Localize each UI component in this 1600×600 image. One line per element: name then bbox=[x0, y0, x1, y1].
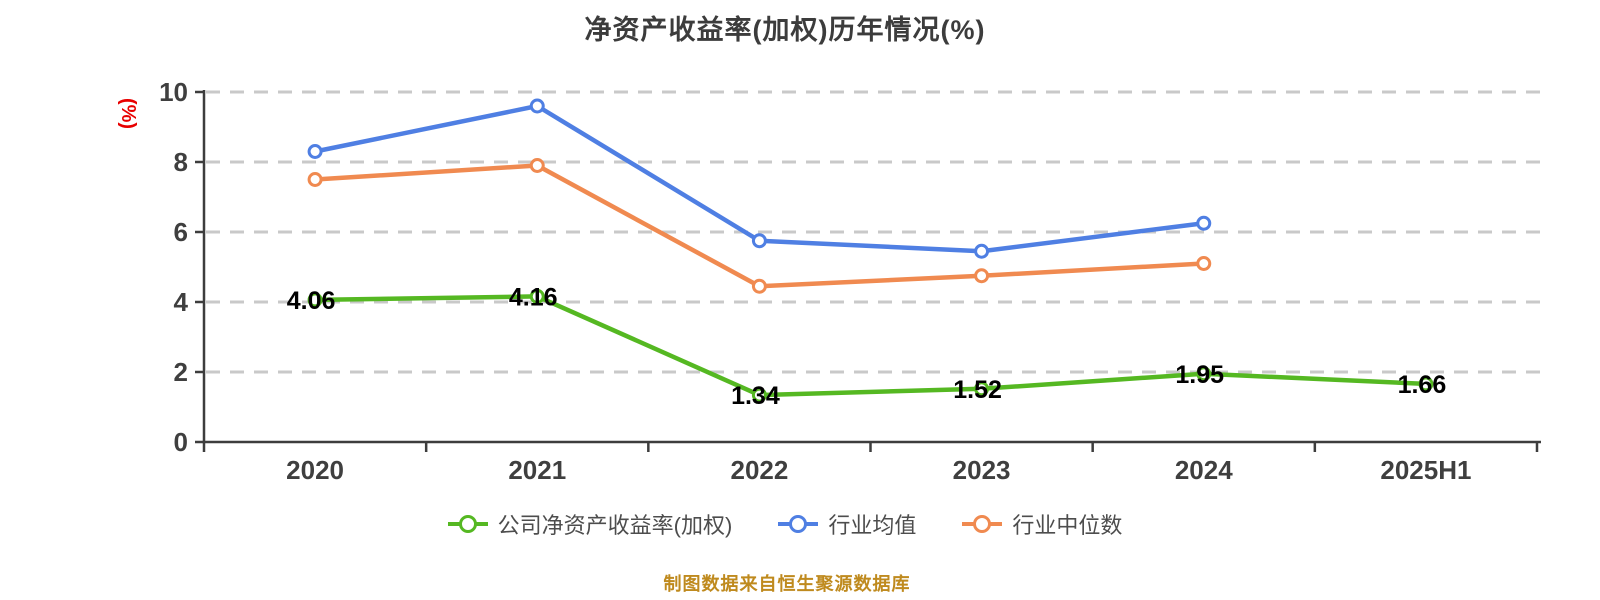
data-point-marker bbox=[1196, 215, 1212, 231]
x-axis-tick-label: 2022 bbox=[730, 455, 788, 485]
series-line bbox=[312, 103, 1206, 254]
data-point-marker bbox=[974, 268, 990, 284]
series-line bbox=[312, 294, 1429, 398]
y-axis-tick-label: 10 bbox=[159, 77, 188, 107]
y-axis-tick-label: 2 bbox=[174, 357, 188, 387]
data-point-marker bbox=[1418, 376, 1434, 392]
data-point-marker bbox=[307, 172, 323, 187]
legend-marker-icon bbox=[778, 515, 819, 533]
series-line bbox=[312, 163, 1206, 289]
data-point-marker bbox=[529, 288, 545, 304]
data-point-label: 1.95 bbox=[1175, 361, 1224, 389]
y-axis-tick-label: 4 bbox=[174, 287, 189, 317]
data-point-marker bbox=[751, 387, 767, 403]
data-point-label: 1.66 bbox=[1398, 371, 1447, 399]
legend-marker-icon bbox=[447, 515, 488, 533]
data-point-marker bbox=[974, 243, 990, 259]
x-axis-tick-label: 2024 bbox=[1175, 455, 1233, 485]
legend-item[interactable]: 行业中位数 bbox=[962, 508, 1122, 540]
legend-item-label: 行业均值 bbox=[828, 513, 917, 538]
data-point-label: 4.16 bbox=[509, 283, 558, 311]
legend-item[interactable]: 公司净资产收益率(加权) bbox=[447, 508, 733, 540]
data-point-marker bbox=[307, 144, 323, 159]
x-axis-tick-label: 2021 bbox=[508, 455, 566, 485]
chart-title: 净资产收益率(加权)历年情况(%) bbox=[584, 15, 986, 45]
data-point-marker bbox=[974, 381, 990, 397]
data-point-marker bbox=[1196, 366, 1212, 382]
legend-item[interactable]: 行业均值 bbox=[778, 508, 916, 540]
legend-item-label: 公司净资产收益率(加权) bbox=[497, 513, 733, 538]
data-point-marker bbox=[1196, 256, 1212, 271]
y-axis-tick-label: 8 bbox=[174, 147, 188, 177]
data-point-marker bbox=[529, 158, 545, 173]
data-point-marker bbox=[529, 98, 545, 114]
data-source-note: 制图数据来自恒生聚源数据库 bbox=[663, 574, 911, 594]
x-axis-tick-label: 2020 bbox=[286, 455, 344, 485]
legend-item-label: 行业中位数 bbox=[1012, 513, 1123, 538]
x-axis-tick-label: 2023 bbox=[953, 455, 1011, 485]
data-point-label: 1.34 bbox=[731, 382, 780, 410]
x-axis-tick-label: 2025H1 bbox=[1380, 455, 1471, 485]
data-point-marker bbox=[307, 292, 323, 308]
legend: 公司净资产收益率(加权) 行业均值 行业中位数 bbox=[0, 508, 1570, 540]
data-point-marker bbox=[751, 278, 767, 294]
legend-marker-icon bbox=[962, 515, 1003, 533]
data-point-marker bbox=[751, 233, 767, 249]
y-axis-tick-label: 6 bbox=[174, 217, 188, 247]
y-axis-tick-label: 0 bbox=[174, 427, 188, 457]
data-point-label: 4.06 bbox=[287, 287, 336, 315]
data-point-label: 1.52 bbox=[953, 376, 1002, 404]
